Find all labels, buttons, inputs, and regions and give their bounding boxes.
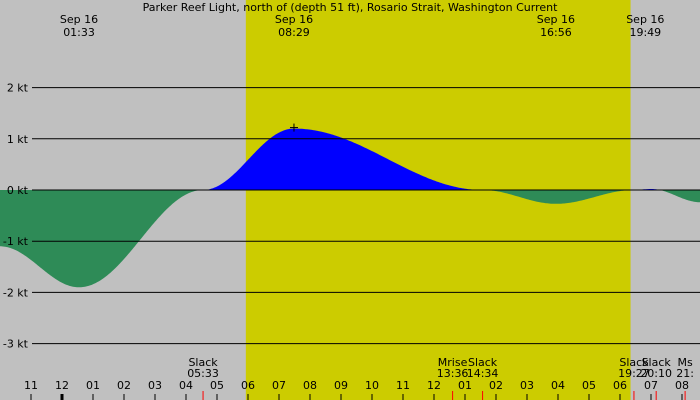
bottom-event-3-line-1: 19:27 [618, 367, 650, 380]
top-event-date-0: Sep 16 [60, 13, 98, 26]
top-event-time-0: 01:33 [63, 26, 95, 39]
top-event-date-3: Sep 16 [626, 13, 664, 26]
top-event-date-1: Sep 16 [275, 13, 313, 26]
x-tick-label-13: 12 [427, 379, 441, 392]
x-tick-label-9: 08 [303, 379, 317, 392]
x-tick-label-19: 06 [613, 379, 627, 392]
x-tick-label-8: 07 [272, 379, 286, 392]
y-tick-label-1: 1 kt [7, 133, 29, 146]
x-tick-label-5: 04 [179, 379, 193, 392]
x-tick-label-3: 02 [117, 379, 131, 392]
x-tick-label-11: 10 [365, 379, 379, 392]
y-tick-label-3: -1 kt [3, 235, 29, 248]
bottom-event-0-line-1: 05:33 [187, 367, 219, 380]
x-tick-label-4: 03 [148, 379, 162, 392]
bottom-event-2-line-0: Slack [468, 356, 498, 369]
x-tick-label-2: 01 [86, 379, 100, 392]
x-tick-label-12: 11 [396, 379, 410, 392]
x-tick-label-7: 06 [241, 379, 255, 392]
top-event-time-3: 19:49 [629, 26, 661, 39]
bottom-event-labels: Slack05:33Mrise13:36Slack14:34Slack19:27… [187, 356, 694, 400]
x-tick-label-16: 03 [520, 379, 534, 392]
y-tick-label-2: 0 kt [7, 184, 29, 197]
x-tick-label-15: 02 [489, 379, 503, 392]
x-tick-label-6: 05 [210, 379, 224, 392]
x-tick-label-14: 01 [458, 379, 472, 392]
x-tick-label-21: 08 [675, 379, 689, 392]
bottom-event-0-line-0: Slack [188, 356, 218, 369]
y-tick-label-4: -2 kt [3, 286, 29, 299]
x-tick-label-17: 04 [551, 379, 565, 392]
top-event-time-2: 16:56 [540, 26, 572, 39]
x-tick-label-20: 07 [644, 379, 658, 392]
ebb-area-2 [483, 190, 633, 204]
bottom-event-4-line-1: 20:10 [640, 367, 672, 380]
bottom-event-4-line-0: Slack [642, 356, 672, 369]
x-tick-label-1: 12 [55, 379, 69, 392]
bottom-event-2-line-1: 14:34 [467, 367, 499, 380]
y-tick-label-5: -3 kt [3, 338, 29, 351]
flood-area-1 [204, 128, 482, 190]
bottom-event-5-line-1: 21: [676, 367, 694, 380]
x-axis: 11 12 01 02 03 04 05 06 07 08 09 10 11 12 01 02 03 04 05 06… [24, 379, 689, 400]
x-tick-label-18: 05 [582, 379, 596, 392]
bottom-event-1-line-0: Mrise [438, 356, 468, 369]
x-tick-label-0: 11 [24, 379, 38, 392]
y-gridlines: 2 kt 1 kt 0 kt -1 kt -2 kt -3 kt [3, 82, 700, 351]
y-tick-label-0: 2 kt [7, 82, 29, 95]
current-area [0, 128, 700, 288]
bottom-event-1-line-1: 13:36 [437, 367, 469, 380]
bottom-event-3-line-0: Slack [619, 356, 649, 369]
ebb-area-4 [660, 190, 700, 203]
top-event-date-2: Sep 16 [537, 13, 575, 26]
chart-title: Parker Reef Light, north of (depth 51 ft… [143, 1, 559, 14]
x-tick-label-10: 09 [334, 379, 348, 392]
ebb-area-0 [0, 190, 203, 288]
bottom-event-5-line-0: Ms [677, 356, 692, 369]
top-event-time-1: 08:29 [278, 26, 310, 39]
